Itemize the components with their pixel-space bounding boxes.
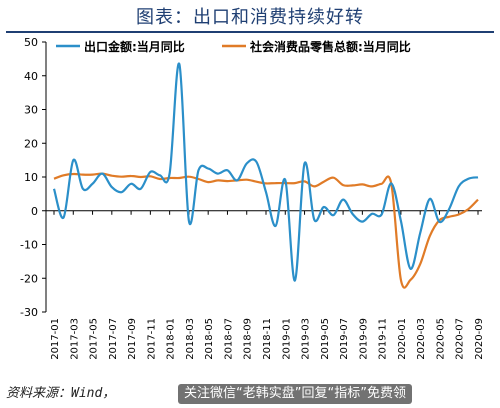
x-tick-label: 2018-09 [243, 318, 254, 360]
legend: 出口金额:当月同比 社会消费品零售总额:当月同比 [56, 39, 411, 54]
y-tick-label: 10 [24, 171, 38, 184]
y-tick-label: -30 [20, 306, 38, 319]
x-tick-label: 2019-01 [281, 318, 292, 360]
legend-label-export: 出口金额:当月同比 [84, 39, 185, 54]
series-line-retail [53, 172, 479, 289]
title-divider [6, 31, 494, 33]
source-note: 资料来源：Wind， [6, 386, 116, 401]
x-tick-label: 2018-01 [166, 318, 177, 360]
series-line-export [52, 62, 479, 282]
x-tick-label: 2019-07 [339, 318, 350, 360]
x-tick-label: 2020-03 [416, 318, 427, 360]
x-tick-label: 2020-05 [435, 318, 446, 360]
legend-label-retail: 社会消费品零售总额:当月同比 [249, 39, 411, 54]
x-tick-label: 2017-09 [127, 318, 138, 360]
x-tick-label: 2018-05 [204, 318, 215, 360]
y-tick-label: 20 [24, 137, 38, 150]
x-tick-label: 2017-11 [146, 318, 157, 360]
x-tick-label: 2018-07 [223, 318, 234, 360]
x-tick-label: 2019-09 [358, 318, 369, 360]
x-tick-label: 2018-11 [262, 318, 273, 360]
watermark-banner: 关注微信“老韩实盘”回复“指标”免费领 [178, 384, 412, 404]
chart-title: 图表：出口和消费持续好转 [136, 7, 364, 28]
y-tick-label: 50 [24, 36, 38, 49]
x-tick-label: 2017-01 [50, 318, 61, 360]
x-tick-label: 2019-03 [301, 318, 312, 360]
series-lines [52, 62, 479, 289]
x-tick-label: 2017-03 [69, 318, 80, 360]
x-tick-label: 2019-05 [320, 318, 331, 360]
x-tick-label: 2017-05 [89, 318, 100, 360]
y-tick-label: 40 [24, 70, 38, 83]
y-tick-label: -10 [20, 239, 38, 252]
x-axis-ticks: 2017-01 2017-03 2017-05 2017-07 2017-09 2017-… [50, 210, 485, 360]
y-tick-label: 30 [24, 104, 38, 117]
x-tick-label: 2017-07 [108, 318, 119, 360]
x-tick-label: 2020-09 [474, 318, 485, 360]
y-axis-ticks: 50 40 30 20 10 0 -10 -20 -30 [20, 36, 46, 319]
x-tick-label: 2018-03 [185, 318, 196, 360]
y-tick-label: -20 [20, 272, 38, 285]
x-tick-label: 2020-07 [455, 318, 466, 360]
x-tick-label: 2020-01 [397, 318, 408, 360]
y-tick-label: 0 [31, 205, 38, 218]
x-tick-label: 2019-11 [378, 318, 389, 360]
